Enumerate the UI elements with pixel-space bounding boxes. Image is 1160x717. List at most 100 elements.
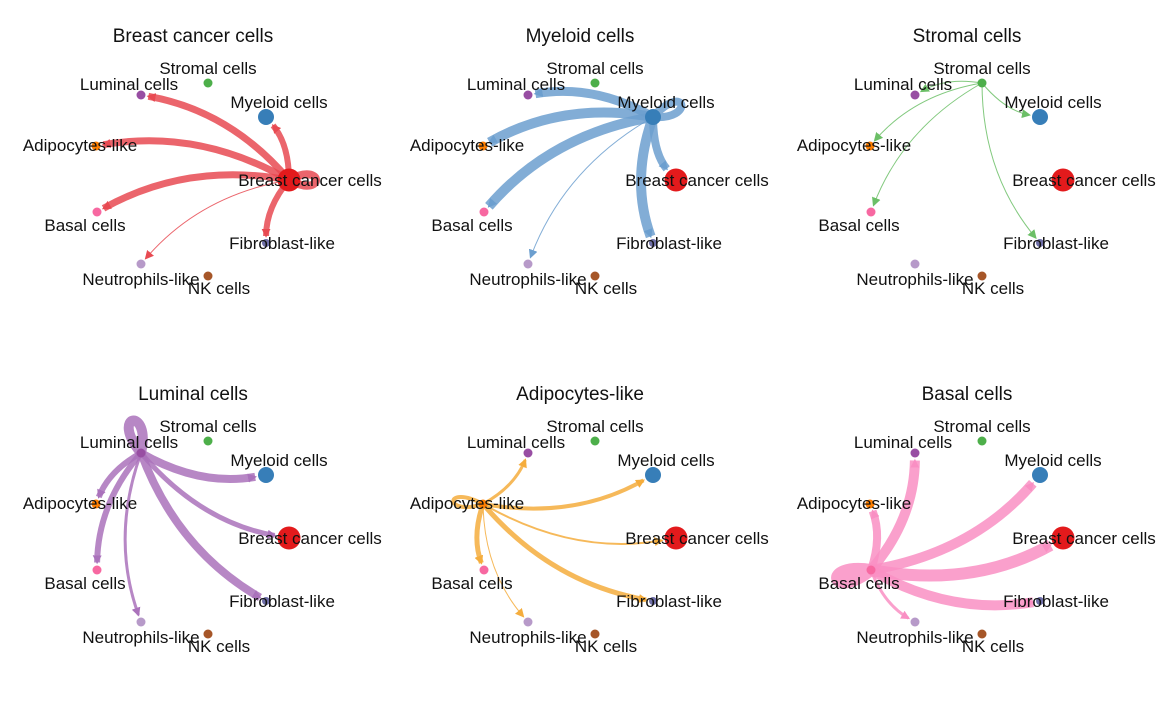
node-label: Luminal cells [854,75,952,94]
node-myeloid-cells [258,109,274,125]
node-basal-cells [479,565,489,575]
edge-basal-cells [101,171,290,212]
node-label: Adipocytes-like [23,136,137,155]
node-stromal-cells [590,436,600,446]
edge-fibroblast-like [636,115,658,239]
node-fibroblast-like [649,597,657,605]
edge-fibroblast-like [981,82,1037,240]
node-myeloid-cells [1032,109,1048,125]
edge-adipocytes-like [487,107,654,147]
node-fibroblast-like [649,239,657,247]
node-neutrophils-like [910,617,920,627]
node-luminal-cells [523,90,533,100]
node-breast-cancer-cells [277,168,301,192]
node-label: Neutrophils-like [856,270,973,289]
node-stromal-cells [590,78,600,88]
node-adipocytes-like [865,499,875,509]
node-fibroblast-like [1036,597,1044,605]
node-label: Adipocytes-like [797,136,911,155]
edge-luminal-cells [123,415,148,457]
node-label: Myeloid cells [617,451,714,470]
edge-luminal-cells [482,458,527,506]
node-myeloid-cells [1032,467,1048,483]
node-label: Neutrophils-like [469,628,586,647]
node-label: Fibroblast-like [229,234,335,253]
edge-neutrophils-like [482,503,525,618]
node-basal-cells [866,565,876,575]
edge-neutrophils-like [528,116,654,259]
edge-luminal-cells [867,458,920,574]
node-label: Myeloid cells [617,93,714,112]
node-label: Basal cells [44,216,125,235]
node-label: NK cells [188,637,250,656]
node-label: Adipocytes-like [797,494,911,513]
node-label: Stromal cells [159,417,256,436]
node-breast-cancer-cells [277,526,301,550]
node-label: Basal cells [431,216,512,235]
node-label: Stromal cells [933,59,1030,78]
edge-adipocytes-like [101,137,291,184]
node-label: Neutrophils-like [82,270,199,289]
node-adipocytes-like [478,499,488,509]
network-panel: Breast cancer cells Stromal cellsLuminal … [23,26,382,298]
node-label: Adipocytes-like [23,494,137,513]
node-label: Breast cancer cells [625,171,769,190]
node-label: Fibroblast-like [616,234,722,253]
node-label: NK cells [962,637,1024,656]
node-stromal-cells [977,78,987,88]
node-adipocytes-like [91,141,101,151]
node-adipocytes-like [478,141,488,151]
edge-luminal-cells [919,80,983,93]
node-label: Stromal cells [933,417,1030,436]
node-label: Neutrophils-like [856,628,973,647]
node-myeloid-cells [645,467,661,483]
node-label: Stromal cells [546,417,643,436]
panel-title: Stromal cells [913,26,1022,47]
node-label: Breast cancer cells [238,171,382,190]
edge-fibroblast-like [137,451,262,601]
node-label: NK cells [188,279,250,298]
node-label: NK cells [575,279,637,298]
node-label: Fibroblast-like [229,592,335,611]
node-nk-cells [977,271,987,281]
node-breast-cancer-cells [664,526,688,550]
edge-basal-cells [92,451,144,565]
edge-myeloid-cells [139,449,257,483]
edge-neutrophils-like [123,452,143,617]
edge-luminal-cells [146,92,292,183]
edge-breast-cancer-cells [869,539,1054,582]
node-label: Fibroblast-like [616,592,722,611]
panel-title: Luminal cells [138,384,248,405]
node-adipocytes-like [865,141,875,151]
edge-fibroblast-like [481,502,648,603]
node-adipocytes-like [91,499,101,509]
node-label: Stromal cells [159,59,256,78]
node-label: Basal cells [431,574,512,593]
node-nk-cells [203,629,213,639]
node-label: Luminal cells [467,75,565,94]
node-breast-cancer-cells [1051,526,1075,550]
node-label: Luminal cells [80,433,178,452]
node-label: Breast cancer cells [625,529,769,548]
node-label: Breast cancer cells [238,529,382,548]
panel-title: Myeloid cells [526,26,635,47]
node-nk-cells [590,629,600,639]
node-luminal-cells [136,90,146,100]
panel-title: Basal cells [922,384,1013,405]
node-basal-cells [479,207,489,217]
edge-basal-cells [485,112,654,210]
panel-title: Breast cancer cells [113,26,274,47]
node-luminal-cells [523,448,533,458]
node-stromal-cells [203,436,213,446]
node-label: Basal cells [44,574,125,593]
edge-fibroblast-like [868,565,1035,611]
edge-myeloid-cells [981,82,1031,119]
node-label: Adipocytes-like [410,136,524,155]
node-neutrophils-like [136,259,146,269]
